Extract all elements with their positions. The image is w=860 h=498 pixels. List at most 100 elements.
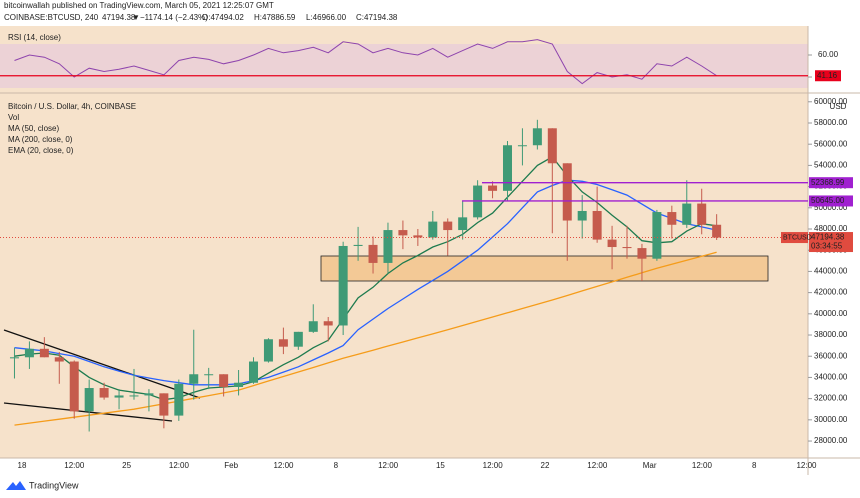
y-tick-label: 58000.00 xyxy=(814,118,848,127)
currency-label: USD xyxy=(830,102,847,111)
y-tick-label: 44000.00 xyxy=(814,267,848,276)
y-tick-label: 38000.00 xyxy=(814,330,848,339)
y-tick-label: 50000.00 xyxy=(814,203,848,212)
candle-body xyxy=(278,339,288,347)
rsi-line xyxy=(14,39,717,85)
quote-item: L:46966.00 xyxy=(306,13,347,22)
candle-body xyxy=(413,235,423,238)
trend-line xyxy=(3,402,173,422)
x-tick-label: 18 xyxy=(18,461,27,470)
indicator-line xyxy=(14,179,717,386)
indicator-line xyxy=(14,251,717,426)
level-tag xyxy=(809,195,853,207)
quote-item: H:47886.59 xyxy=(254,13,296,22)
x-tick-label: Feb xyxy=(224,461,238,470)
candle-body xyxy=(443,221,453,231)
candle-body xyxy=(712,224,722,238)
candle-body xyxy=(577,210,587,221)
candle-body xyxy=(502,145,512,191)
candle-body xyxy=(652,212,662,259)
countdown-label: 03:34:55 xyxy=(811,242,843,251)
candle-body xyxy=(159,393,169,416)
quote-item: ▼ xyxy=(132,13,140,22)
x-tick-label: 12:00 xyxy=(378,461,399,470)
symbol-tag xyxy=(781,232,808,244)
candle-body xyxy=(204,374,214,376)
y-tick-label: 54000.00 xyxy=(814,161,848,170)
y-tick-label: 56000.00 xyxy=(814,139,848,148)
y-tick-label: 34000.00 xyxy=(814,373,848,382)
rsi-tag-label: 41.16 xyxy=(817,71,838,80)
y-tick-label: 60000.00 xyxy=(814,97,848,106)
candle-body xyxy=(488,185,498,191)
rsi-legend: RSI (14, close) xyxy=(8,33,61,42)
candle-body xyxy=(114,395,124,398)
y-tick-label: 48000.00 xyxy=(814,224,848,233)
candle-body xyxy=(697,203,707,225)
candle-body xyxy=(622,247,632,249)
candle-body xyxy=(323,321,333,326)
candle-body xyxy=(39,348,49,358)
candle-body xyxy=(562,163,572,221)
candle-body xyxy=(189,374,199,384)
candle-body xyxy=(637,248,647,259)
symbol: COINBASE:BTCUSD, 240 xyxy=(4,13,99,22)
candle-body xyxy=(517,145,527,147)
symbol-tag-label: BTCUSD xyxy=(783,234,812,241)
level-label: 50645.00 xyxy=(811,196,845,205)
candle-body xyxy=(174,383,184,416)
level-label: 52368.99 xyxy=(811,178,845,187)
x-tick-label: 12:00 xyxy=(692,461,713,470)
candle-body xyxy=(682,203,692,225)
quote-item: C:47194.38 xyxy=(356,13,398,22)
candle-body xyxy=(547,128,557,164)
candle-body xyxy=(84,388,94,412)
quote-item: 47194.38 xyxy=(102,13,136,22)
candle-body xyxy=(219,374,229,387)
candle-body xyxy=(249,361,259,383)
level-tag xyxy=(809,177,853,189)
quote-item: O:47494.02 xyxy=(202,13,244,22)
x-tick-label: 12:00 xyxy=(273,461,294,470)
rsi-band xyxy=(0,44,808,88)
x-tick-label: 12:00 xyxy=(169,461,190,470)
x-tick-label: 22 xyxy=(541,461,550,470)
publisher-line: bitcoinwallah published on TradingView.c… xyxy=(4,1,274,10)
candle-body xyxy=(667,212,677,225)
candle-body xyxy=(129,395,139,397)
candle-body xyxy=(368,244,378,263)
candle-body xyxy=(69,361,79,412)
candle-body xyxy=(24,348,34,358)
footer-logo: TradingView xyxy=(6,480,79,490)
candle-body xyxy=(532,128,542,146)
x-tick-label: Mar xyxy=(643,461,657,470)
y-tick-label: 32000.00 xyxy=(814,394,848,403)
candle-body xyxy=(592,210,602,240)
candle-body xyxy=(383,230,393,263)
candle-body xyxy=(458,217,468,231)
quote-item: −1174.14 (−2.43%) xyxy=(140,13,208,22)
rsi-tick-label: 60.00 xyxy=(818,50,839,59)
candle-body xyxy=(99,388,109,398)
x-tick-label: 8 xyxy=(334,461,339,470)
x-tick-label: 12:00 xyxy=(796,461,817,470)
x-tick-label: 8 xyxy=(752,461,757,470)
candle-body xyxy=(144,393,154,396)
indicator-line xyxy=(14,156,717,401)
y-tick-label: 30000.00 xyxy=(814,415,848,424)
candle-body xyxy=(9,357,19,359)
candle-body xyxy=(398,230,408,236)
candle-body xyxy=(263,339,273,362)
x-tick-label: 25 xyxy=(122,461,131,470)
logo-icon xyxy=(6,481,26,490)
candle-body xyxy=(293,331,303,347)
rsi-tag xyxy=(815,70,841,82)
candle-body xyxy=(607,239,617,248)
indicator-legend: EMA (20, close, 0) xyxy=(8,146,74,155)
x-tick-label: 15 xyxy=(436,461,445,470)
candle-body xyxy=(353,244,363,246)
y-tick-label: 28000.00 xyxy=(814,436,848,445)
footer-text: TradingView xyxy=(29,480,79,490)
